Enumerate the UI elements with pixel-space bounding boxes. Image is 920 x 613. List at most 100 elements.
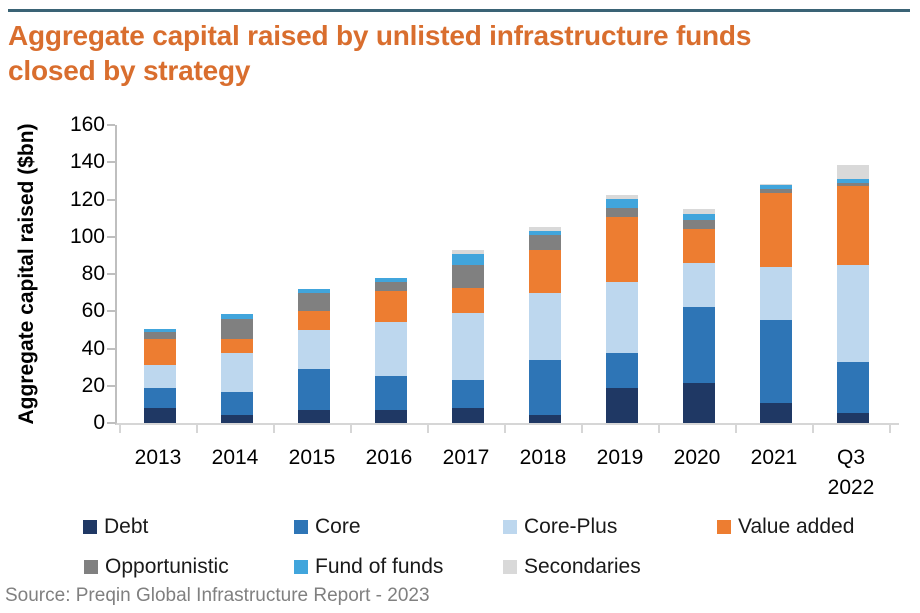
legend-swatch-core-plus — [503, 520, 517, 534]
bar-segment-opportunistic — [837, 182, 869, 186]
y-tick-mark — [107, 422, 115, 424]
bar-2014 — [221, 125, 253, 423]
chart-title-line2: closed by strategy — [8, 55, 251, 86]
x-axis-label: 2017 — [442, 446, 490, 469]
bar-segment-debt — [298, 409, 330, 423]
bar-segment-value-added — [837, 185, 869, 265]
y-tick-mark — [107, 198, 115, 201]
bar-segment-opportunistic — [375, 282, 407, 291]
legend-label: Debt — [104, 515, 149, 538]
bar-segment-core-plus — [606, 282, 638, 354]
bar-segment-opportunistic — [221, 318, 253, 340]
legend-item-opportunistic: Opportunistic — [84, 555, 229, 578]
bar-segment-core — [144, 387, 176, 409]
chart-title-line1: Aggregate capital raised by unlisted inf… — [8, 20, 752, 51]
bar-segment-debt — [606, 387, 638, 423]
bar-segment-fund-of-funds — [529, 231, 561, 235]
bar-segment-debt — [760, 402, 792, 423]
x-axis-label: 2015 — [288, 446, 336, 469]
bar-2016 — [375, 125, 407, 423]
y-tick-mark — [107, 347, 115, 350]
bar-segment-debt — [529, 414, 561, 423]
x-axis-label: 2019 — [596, 446, 644, 469]
legend-swatch-secondaries — [503, 560, 517, 574]
bar-segment-secondaries — [760, 183, 792, 185]
y-axis-title: Aggregate capital raised ($bn) — [15, 123, 38, 425]
bar-segment-value-added — [298, 311, 330, 330]
legend-label: Fund of funds — [315, 555, 444, 578]
x-tick-mark — [427, 425, 429, 433]
bar-segment-fund-of-funds — [683, 214, 715, 220]
x-tick-mark — [504, 425, 506, 433]
bar-segment-fund-of-funds — [298, 288, 330, 293]
x-tick-mark — [119, 425, 121, 433]
bar-segment-fund-of-funds — [221, 314, 253, 319]
x-tick-mark — [735, 425, 737, 433]
legend-item-core-plus: Core-Plus — [503, 515, 618, 538]
bar-segment-opportunistic — [683, 220, 715, 230]
legend-item-fund-of-funds: Fund of funds — [294, 555, 444, 578]
plot-area — [115, 125, 899, 425]
y-tick-mark — [107, 273, 115, 275]
x-axis-label: 2018 — [519, 446, 567, 469]
legend-item-secondaries: Secondaries — [503, 555, 641, 578]
x-axis-label: Q3 2022 — [827, 446, 875, 499]
bar-segment-opportunistic — [144, 331, 176, 340]
legend-label: Opportunistic — [105, 555, 229, 578]
bar-segment-core-plus — [144, 365, 176, 388]
y-tick-mark — [107, 161, 115, 164]
bar-segment-core — [837, 361, 869, 413]
bar-segment-core-plus — [683, 262, 715, 307]
bar-2017 — [452, 125, 484, 423]
x-tick-mark — [658, 425, 660, 433]
bar-segment-debt — [221, 414, 253, 423]
x-tick-mark — [273, 425, 275, 433]
bar-segment-core — [298, 369, 330, 410]
source-note: Source: Preqin Global Infrastructure Rep… — [5, 585, 430, 606]
bar-2015 — [298, 125, 330, 423]
bar-segment-core-plus — [529, 292, 561, 360]
x-axis-label: 2013 — [134, 446, 182, 469]
bar-segment-value-added — [760, 193, 792, 267]
bar-segment-value-added — [683, 229, 715, 263]
bar-segment-core-plus — [298, 329, 330, 369]
y-tick-label: 120 — [69, 187, 105, 211]
y-tick-label: 160 — [69, 113, 105, 136]
x-axis-label: 2016 — [365, 446, 413, 469]
legend-item-core: Core — [294, 515, 361, 538]
bar-segment-opportunistic — [452, 264, 484, 288]
bar-segment-debt — [683, 382, 715, 423]
bar-segment-value-added — [221, 339, 253, 354]
x-tick-mark — [812, 425, 814, 433]
bar-segment-secondaries — [529, 227, 561, 232]
x-axis-label: 2021 — [750, 446, 798, 469]
bar-segment-fund-of-funds — [760, 184, 792, 190]
bar-segment-core — [452, 380, 484, 409]
bar-segment-fund-of-funds — [144, 328, 176, 332]
legend-swatch-value-added — [717, 520, 731, 534]
x-axis-label: 2020 — [673, 446, 721, 469]
y-tick-label: 40 — [81, 336, 105, 360]
chart-title: Aggregate capital raised by unlisted inf… — [8, 18, 868, 88]
legend-item-debt: Debt — [83, 515, 149, 538]
x-tick-mark — [196, 425, 198, 433]
legend-swatch-debt — [83, 520, 97, 534]
bar-2018 — [529, 125, 561, 423]
bar-segment-opportunistic — [760, 189, 792, 193]
y-tick-mark — [107, 124, 115, 126]
x-tick-mark — [350, 425, 352, 433]
bar-segment-core-plus — [221, 353, 253, 393]
legend-label: Core-Plus — [524, 515, 618, 538]
x-tick-mark — [581, 425, 583, 433]
bar-segment-opportunistic — [606, 207, 638, 218]
y-tick-mark — [107, 384, 115, 387]
x-tick-mark — [889, 425, 891, 433]
x-axis-label: 2014 — [211, 446, 259, 469]
bar-segment-fund-of-funds — [837, 179, 869, 183]
legend-swatch-core — [294, 520, 308, 534]
bar-segment-core — [375, 376, 407, 410]
bar-q3-2022 — [837, 125, 869, 423]
top-rule — [8, 9, 910, 12]
legend-label: Value added — [738, 515, 855, 538]
y-tick-label: 60 — [81, 299, 105, 323]
